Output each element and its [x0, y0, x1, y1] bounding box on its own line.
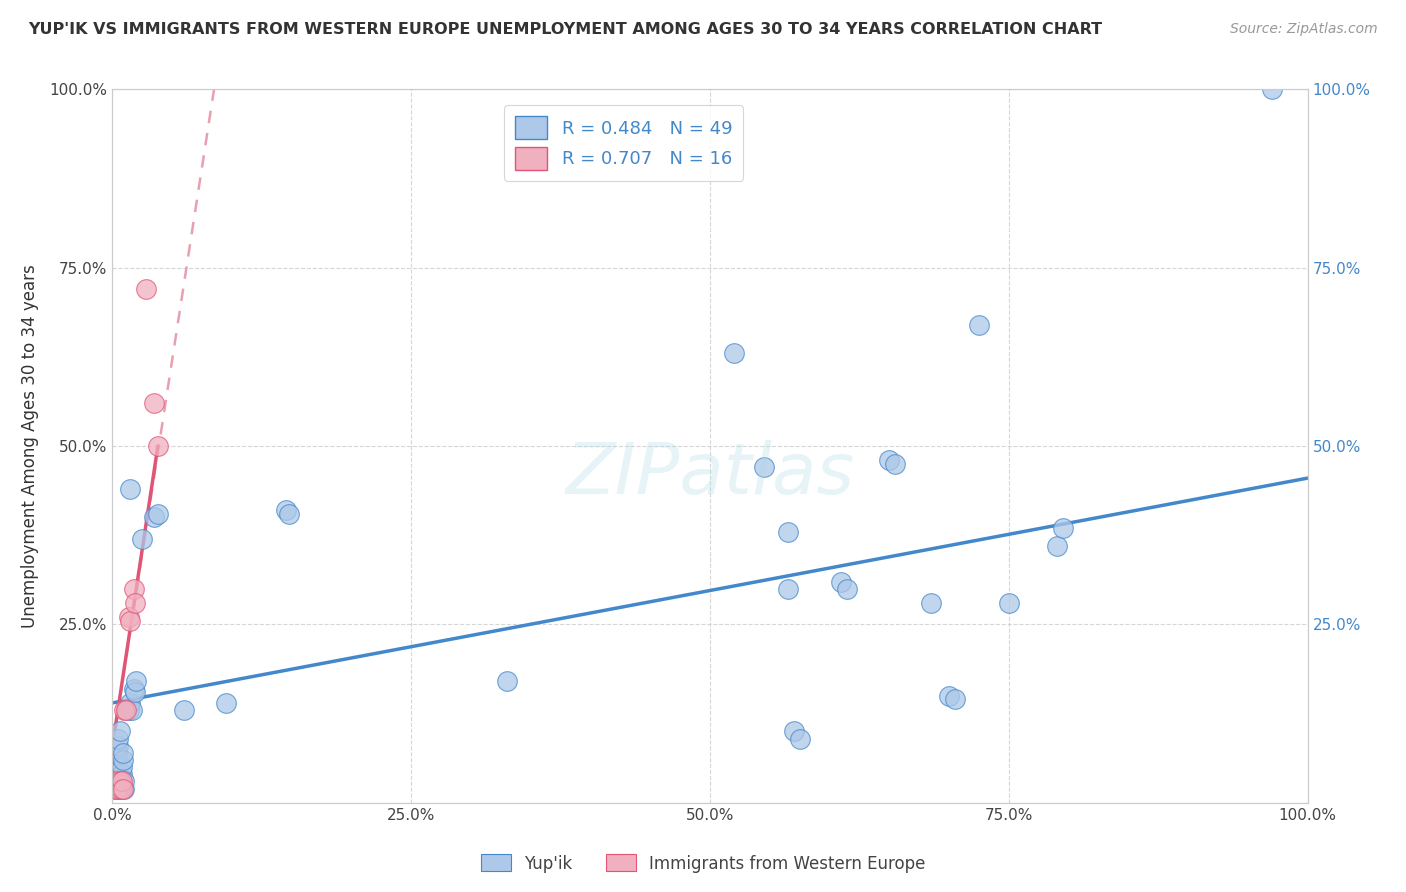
Point: [215, 696, 238, 710]
Text: YUP'IK VS IMMIGRANTS FROM WESTERN EUROPE UNEMPLOYMENT AMONG AGES 30 TO 34 YEARS : YUP'IK VS IMMIGRANTS FROM WESTERN EUROPE…: [28, 22, 1102, 37]
Point: [837, 582, 859, 596]
Point: [146, 507, 169, 521]
Point: [782, 724, 804, 739]
Point: [938, 689, 960, 703]
Point: [146, 439, 169, 453]
Point: [122, 582, 145, 596]
Point: [1045, 539, 1069, 553]
Point: [173, 703, 195, 717]
Point: [114, 781, 135, 796]
Point: [108, 774, 131, 789]
Point: [105, 767, 128, 781]
Point: [107, 739, 129, 753]
Point: [107, 781, 129, 796]
Point: [830, 574, 852, 589]
Point: [105, 774, 128, 789]
Point: [110, 774, 132, 789]
Point: [104, 781, 127, 796]
Point: [143, 510, 166, 524]
Point: [124, 596, 146, 610]
Point: [114, 703, 135, 717]
Point: [105, 753, 128, 767]
Point: [274, 503, 297, 517]
Legend: Yup'ik, Immigrants from Western Europe: Yup'ik, Immigrants from Western Europe: [474, 847, 932, 880]
Point: [105, 746, 128, 760]
Point: [118, 703, 141, 717]
Point: [776, 582, 799, 596]
Point: [967, 318, 990, 332]
Point: [125, 674, 148, 689]
Point: [122, 681, 145, 696]
Point: [1052, 521, 1074, 535]
Point: [752, 460, 775, 475]
Point: [998, 596, 1021, 610]
Point: [108, 781, 131, 796]
Point: [135, 282, 157, 296]
Point: [108, 724, 131, 739]
Point: [118, 610, 141, 624]
Point: [111, 760, 134, 774]
Point: [105, 781, 128, 796]
Point: [920, 596, 942, 610]
Point: [943, 692, 966, 706]
Point: [789, 731, 811, 746]
Point: [1260, 82, 1282, 96]
Point: [121, 703, 143, 717]
Point: [877, 453, 900, 467]
Legend: R = 0.484   N = 49, R = 0.707   N = 16: R = 0.484 N = 49, R = 0.707 N = 16: [503, 105, 744, 181]
Point: [124, 685, 146, 699]
Text: ZIPatlas: ZIPatlas: [565, 440, 855, 509]
Point: [111, 767, 134, 781]
Y-axis label: Unemployment Among Ages 30 to 34 years: Unemployment Among Ages 30 to 34 years: [21, 264, 38, 628]
Point: [112, 781, 135, 796]
Point: [110, 781, 132, 796]
Point: [114, 703, 136, 717]
Point: [105, 760, 128, 774]
Point: [143, 396, 166, 410]
Point: [114, 774, 135, 789]
Point: [884, 457, 907, 471]
Text: Source: ZipAtlas.com: Source: ZipAtlas.com: [1230, 22, 1378, 37]
Point: [120, 614, 142, 628]
Point: [496, 674, 519, 689]
Point: [120, 482, 142, 496]
Point: [120, 696, 142, 710]
Point: [112, 753, 135, 767]
Point: [723, 346, 745, 360]
Point: [278, 507, 301, 521]
Point: [112, 746, 135, 760]
Point: [131, 532, 153, 546]
Point: [107, 731, 129, 746]
Point: [111, 774, 134, 789]
Point: [776, 524, 799, 539]
